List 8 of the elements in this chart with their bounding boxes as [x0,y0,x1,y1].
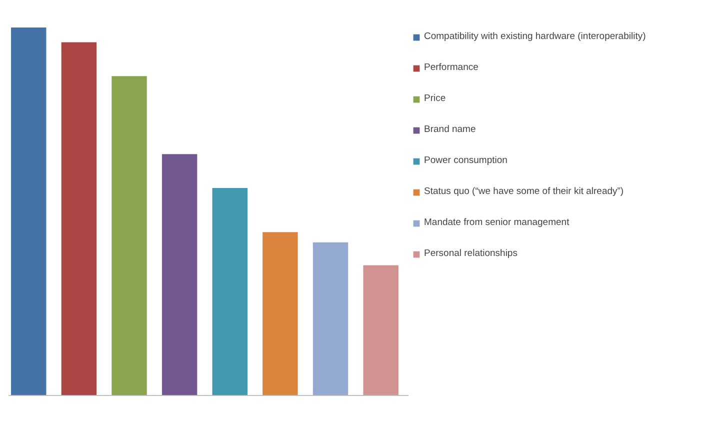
legend-label: Price [424,93,446,104]
legend-label: Power consumption [424,155,508,166]
legend-label: Compatibility with existing hardware (interoperability) [424,31,646,42]
legend-label: Status quo (“we have some of their kit already”) [424,186,624,197]
legend-label: Performance [424,62,478,73]
legend-label: Mandate from senior management [424,217,570,228]
legend-label: Brand name [424,124,476,135]
legend-label: Personal relationships [424,248,518,259]
